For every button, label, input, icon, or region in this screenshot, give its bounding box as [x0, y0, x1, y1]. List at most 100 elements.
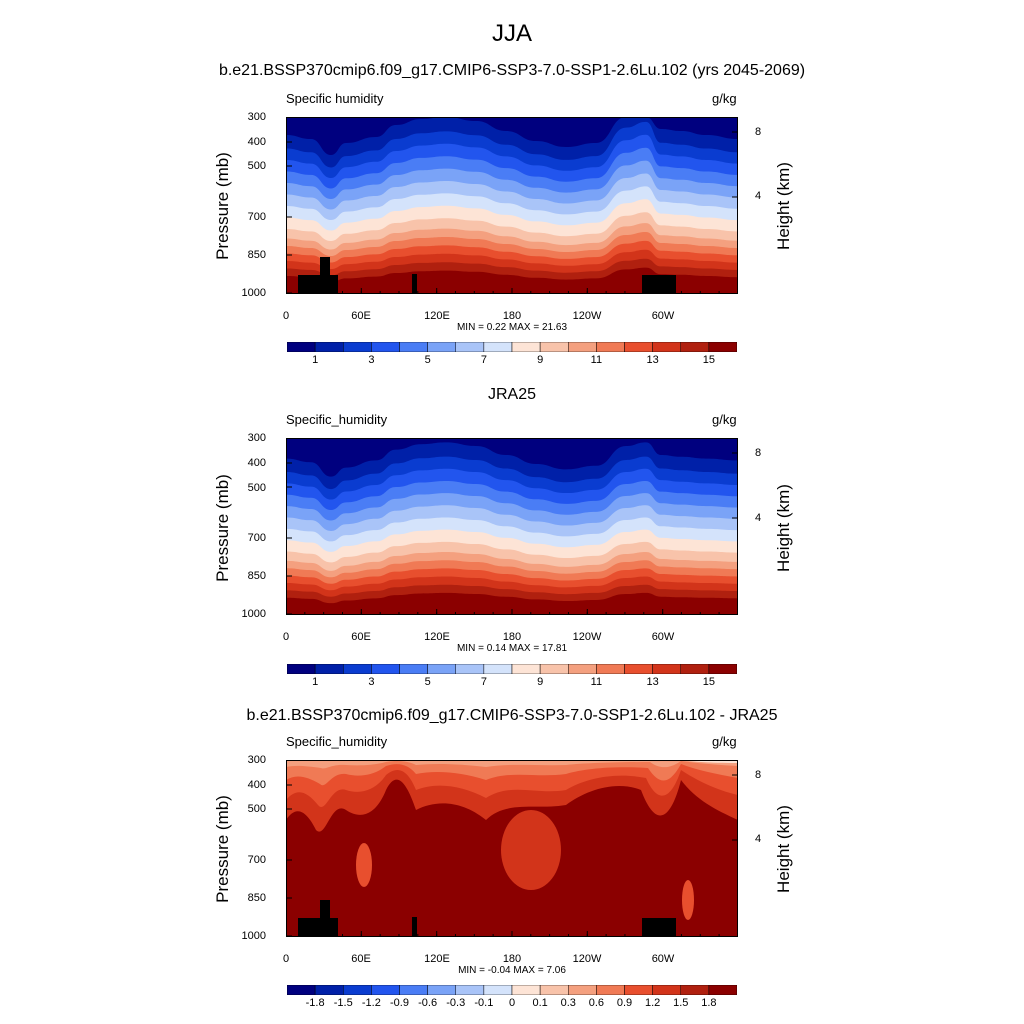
colorbar-label: 0.6: [588, 997, 605, 1009]
colorbar-swatch: [568, 342, 597, 352]
colorbar-label: 1.2: [644, 997, 661, 1009]
colorbar-swatch: [427, 664, 456, 674]
x-tick-120w: 120W: [572, 953, 602, 965]
colorbar-label: -1.5: [333, 997, 353, 1009]
y-tick-300: 300: [247, 432, 266, 444]
y-tick-700: 700: [247, 854, 266, 866]
colorbar-swatch: [314, 664, 344, 674]
colorbar-label: 11: [590, 676, 603, 688]
colorbar-swatch: [427, 342, 456, 352]
x-tick-60e: 60E: [351, 953, 371, 965]
colorbar-label: 13: [646, 676, 659, 688]
y-tick-400: 400: [247, 779, 266, 791]
colorbar-label: -0.3: [446, 997, 466, 1009]
colorbar-swatch: [624, 985, 653, 995]
colorbar-swatch: [539, 985, 569, 995]
panel-3-stats: MIN = -0.04 MAX = 7.06: [458, 965, 566, 976]
colorbar-swatch: [511, 342, 541, 352]
colorbar-swatch: [483, 985, 513, 995]
colorbar-swatch: [652, 664, 681, 674]
x-tick-60w: 60W: [651, 310, 675, 322]
colorbar-swatch: [455, 664, 485, 674]
x-tick-180: 180: [502, 631, 522, 643]
plot-frame: [286, 438, 738, 615]
colorbar-swatch: [596, 664, 625, 674]
colorbar-swatch: [596, 342, 625, 352]
panel-1-stats: MIN = 0.22 MAX = 21.63: [456, 322, 568, 333]
y-tick-1000: 1000: [241, 608, 266, 620]
colorbar-label: -1.8: [305, 997, 325, 1009]
colorbar-swatch: [287, 985, 316, 995]
x-tick-60e: 60E: [351, 631, 371, 643]
contour-blob: [356, 843, 372, 887]
colorbar-swatch: [455, 985, 485, 995]
panel-2-stats: MIN = 0.14 MAX = 17.81: [456, 643, 568, 654]
colorbar-swatch: [427, 985, 456, 995]
x-tick-120w: 120W: [572, 310, 602, 322]
colorbar-label: 1.5: [673, 997, 689, 1009]
panel-3-y-axis-title: Pressure (mb): [213, 795, 232, 903]
y-tick-850: 850: [247, 570, 266, 582]
x-tick-180: 180: [502, 953, 522, 965]
panel-3-colorbar: [287, 985, 737, 995]
colorbar-label: -0.6: [418, 997, 438, 1009]
height-tick-4: 4: [755, 512, 762, 524]
height-tick-4: 4: [755, 190, 762, 202]
colorbar-label: 1: [312, 354, 319, 366]
panel-2-contour-plot: [286, 438, 738, 615]
x-tick-120e: 120E: [424, 953, 450, 965]
panel-1-variable-label: Specific humidity: [286, 91, 384, 106]
colorbar-label: 5: [424, 676, 431, 688]
colorbar-swatch: [708, 985, 737, 995]
contour-blob: [682, 880, 694, 920]
terrain-mask: [298, 900, 676, 937]
colorbar-swatch: [568, 664, 597, 674]
colorbar-swatch: [539, 664, 569, 674]
colorbar-swatch: [314, 985, 344, 995]
height-tick-8: 8: [755, 126, 762, 138]
y-tick-850: 850: [247, 249, 266, 261]
colorbar-swatch: [568, 985, 597, 995]
panel-1-y-right-axis-title: Height (km): [774, 162, 793, 250]
colorbar-swatch: [287, 664, 316, 674]
x-tick-180: 180: [502, 310, 522, 322]
colorbar-swatch: [680, 342, 710, 352]
y-tick-500: 500: [247, 803, 266, 815]
y-tick-700: 700: [247, 211, 266, 223]
band-0-3: [286, 760, 738, 769]
height-tick-8: 8: [755, 769, 762, 781]
contour-blob: [501, 810, 561, 890]
y-tick-500: 500: [247, 160, 266, 172]
colorbar-swatch: [708, 342, 737, 352]
height-tick-8: 8: [755, 447, 762, 459]
panel-3-variable-label: Specific_humidity: [286, 734, 388, 749]
colorbar-label: -0.1: [474, 997, 494, 1009]
colorbar-label: 7: [480, 354, 487, 366]
panel-1-units: g/kg: [712, 91, 737, 106]
colorbar-swatch: [371, 664, 400, 674]
colorbar-label: 5: [424, 354, 431, 366]
colorbar-swatch: [455, 342, 485, 352]
colorbar-label: -1.2: [361, 997, 381, 1009]
panel-1-title: b.e21.BSSP370cmip6.f09_g17.CMIP6-SSP3-7.…: [218, 62, 806, 79]
colorbar-label: 3: [368, 354, 375, 366]
x-tick-0: 0: [282, 953, 290, 965]
plot-frame: [286, 117, 738, 294]
x-tick-60e: 60E: [351, 310, 371, 322]
colorbar-swatch: [287, 342, 316, 352]
panel-1-colorbar: [287, 342, 737, 352]
colorbar-swatch: [399, 664, 428, 674]
y-tick-500: 500: [247, 482, 266, 494]
colorbar-swatch: [483, 664, 513, 674]
colorbar-label: 0: [508, 997, 516, 1009]
colorbar-label: 9: [537, 676, 544, 688]
colorbar-swatch: [314, 342, 344, 352]
colorbar-swatch: [708, 664, 737, 674]
y-tick-1000: 1000: [241, 287, 266, 299]
colorbar-swatch: [343, 342, 372, 352]
terrain-mask: [298, 257, 676, 294]
band-15: [286, 267, 738, 294]
colorbar-swatch: [652, 985, 681, 995]
figure-title: JJA: [491, 20, 532, 47]
y-tick-400: 400: [247, 136, 266, 148]
